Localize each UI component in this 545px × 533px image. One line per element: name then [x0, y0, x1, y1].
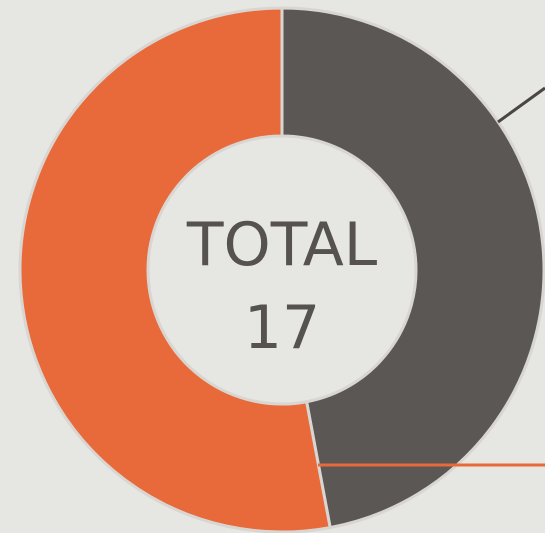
donut-segment	[18, 6, 332, 533]
donut-segment	[280, 6, 545, 530]
center-total: 17	[244, 293, 320, 363]
leader-line	[497, 86, 545, 124]
donut	[18, 6, 545, 533]
center-label: TOTAL	[186, 210, 378, 280]
